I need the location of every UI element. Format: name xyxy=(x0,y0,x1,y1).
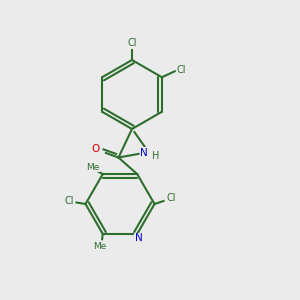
Text: O: O xyxy=(92,143,100,154)
Text: Me: Me xyxy=(93,242,106,251)
Text: Cl: Cl xyxy=(166,193,176,203)
Text: Cl: Cl xyxy=(64,196,74,206)
Text: Cl: Cl xyxy=(127,38,137,49)
Text: Cl: Cl xyxy=(177,65,186,75)
Text: N: N xyxy=(140,148,148,158)
Text: Me: Me xyxy=(86,163,100,172)
Text: H: H xyxy=(152,151,159,161)
Text: N: N xyxy=(135,233,142,243)
